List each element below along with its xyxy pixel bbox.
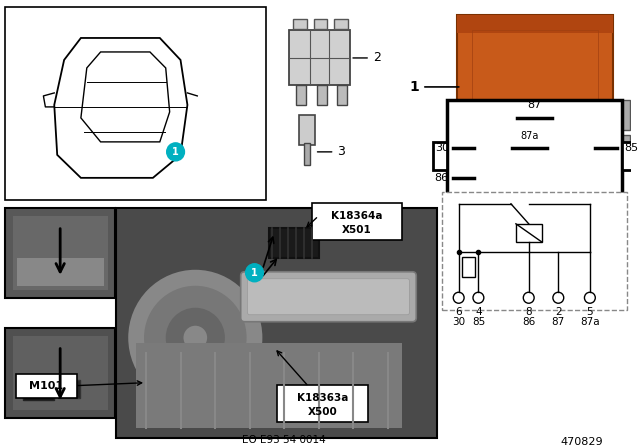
- Text: 30: 30: [435, 143, 449, 153]
- Bar: [593, 155, 614, 190]
- Bar: [337, 85, 348, 105]
- FancyBboxPatch shape: [241, 272, 416, 322]
- Bar: [289, 30, 350, 85]
- Bar: [568, 155, 590, 185]
- Text: 470829: 470829: [561, 437, 604, 447]
- Text: 5: 5: [586, 307, 593, 317]
- Bar: [447, 100, 623, 200]
- Bar: [472, 30, 598, 145]
- Text: 4: 4: [475, 307, 482, 317]
- Text: 86: 86: [435, 173, 449, 183]
- FancyBboxPatch shape: [277, 385, 368, 422]
- Circle shape: [166, 308, 225, 368]
- FancyBboxPatch shape: [312, 203, 403, 240]
- Text: X501: X501: [342, 225, 372, 235]
- Bar: [623, 142, 636, 170]
- Bar: [433, 142, 447, 170]
- Circle shape: [184, 326, 207, 350]
- Bar: [299, 115, 315, 145]
- Text: 2: 2: [353, 52, 381, 65]
- Text: 85: 85: [625, 143, 639, 153]
- Bar: [136, 343, 403, 428]
- Circle shape: [473, 292, 484, 303]
- Bar: [334, 19, 348, 29]
- Text: K18364a: K18364a: [332, 211, 383, 221]
- Bar: [17, 258, 104, 286]
- Text: 8: 8: [525, 307, 532, 317]
- Bar: [13, 216, 108, 290]
- Circle shape: [553, 292, 564, 303]
- Text: M101: M101: [29, 381, 63, 391]
- Bar: [293, 19, 307, 29]
- Bar: [5, 208, 115, 298]
- Bar: [614, 100, 630, 130]
- Text: 87: 87: [527, 100, 541, 110]
- FancyBboxPatch shape: [248, 279, 410, 315]
- Circle shape: [144, 286, 246, 390]
- FancyBboxPatch shape: [16, 374, 77, 398]
- Circle shape: [166, 143, 184, 161]
- Circle shape: [246, 264, 264, 282]
- Text: EO E93 54 0014: EO E93 54 0014: [242, 435, 326, 444]
- Text: 6: 6: [456, 307, 462, 317]
- Bar: [22, 378, 54, 400]
- Bar: [442, 192, 627, 310]
- Text: 3: 3: [317, 145, 345, 159]
- Circle shape: [128, 270, 262, 405]
- Circle shape: [524, 292, 534, 303]
- Bar: [314, 19, 328, 29]
- Bar: [461, 257, 476, 277]
- Text: 86: 86: [522, 317, 535, 327]
- Bar: [269, 228, 319, 258]
- Text: 30: 30: [452, 317, 465, 327]
- Bar: [116, 208, 437, 438]
- Text: 87: 87: [552, 317, 565, 327]
- Text: 1: 1: [172, 147, 179, 157]
- Text: X500: X500: [308, 407, 337, 417]
- Text: 2: 2: [555, 307, 562, 317]
- Bar: [516, 224, 541, 242]
- Bar: [58, 379, 80, 398]
- Text: 87a: 87a: [520, 131, 539, 141]
- Bar: [304, 143, 310, 165]
- Bar: [5, 7, 266, 200]
- Bar: [467, 115, 474, 140]
- Text: 85: 85: [472, 317, 485, 327]
- Text: 1: 1: [251, 268, 258, 278]
- Bar: [457, 15, 612, 160]
- Text: 1: 1: [410, 80, 459, 94]
- Bar: [457, 15, 612, 33]
- Text: K18363a: K18363a: [297, 392, 348, 403]
- Circle shape: [584, 292, 595, 303]
- Circle shape: [453, 292, 464, 303]
- Bar: [296, 85, 306, 105]
- Text: 87a: 87a: [580, 317, 600, 327]
- Bar: [317, 85, 326, 105]
- Bar: [614, 135, 630, 165]
- Bar: [5, 328, 115, 418]
- Bar: [13, 336, 108, 409]
